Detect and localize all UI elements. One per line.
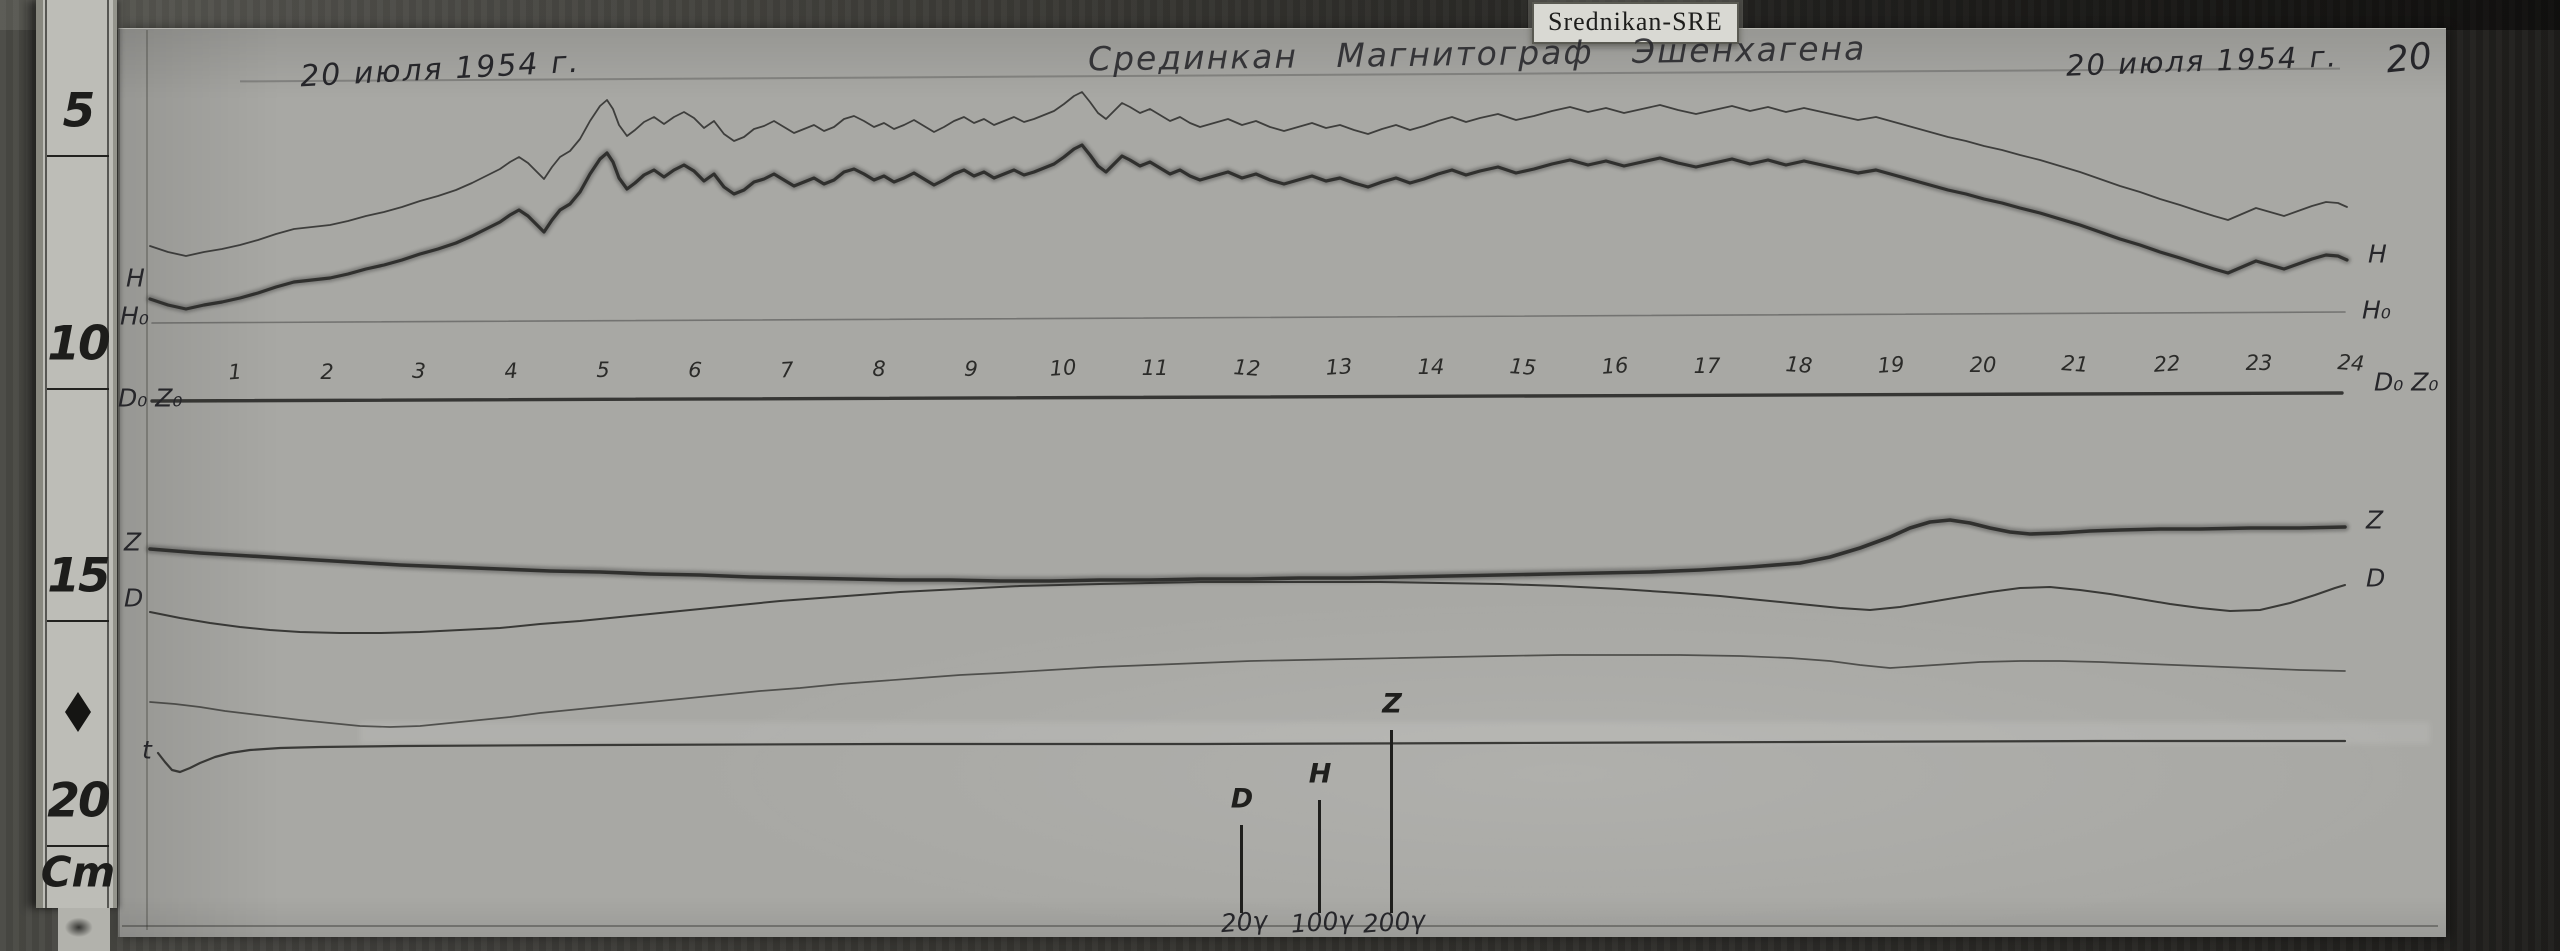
scale-bar-value-H: 100γ (1289, 905, 1355, 939)
photographic-ruler: Cm 5 10 15 20 (36, 0, 117, 908)
ruler-number-20: 20 (47, 773, 110, 829)
trace-label-right-D: D (2366, 563, 2386, 593)
trace-t-baseline (156, 739, 2347, 774)
archive-station-label: Srednikan-SRE (1532, 2, 1739, 44)
scale-bar-value-D: 20γ (1219, 905, 1269, 939)
handwritten-page-number: 20 (2383, 35, 2434, 82)
overexposure-band (360, 722, 2430, 744)
hour-label-8: 8 (872, 357, 886, 382)
hour-label-16: 16 (1600, 353, 1630, 380)
ruler-edge-line (45, 0, 47, 908)
scale-bar-letter-D: D (1230, 783, 1254, 815)
scale-bar-letter-H: H (1308, 758, 1332, 790)
trace-upper-thin-trace (149, 91, 2348, 257)
ruler-number-5: 5 (62, 83, 96, 139)
trace-H0-baseline (151, 311, 2346, 324)
trace-Z-trace (148, 518, 2347, 583)
trace-label-right-Z: Z (2366, 505, 2384, 535)
ruler-number-10: 10 (47, 316, 110, 372)
trace-H-trace (148, 143, 2349, 311)
ruler-tick-20 (47, 845, 109, 847)
scale-bar-D (1240, 825, 1243, 913)
hour-label-19: 19 (1876, 352, 1906, 378)
hour-label-14: 14 (1417, 354, 1445, 379)
hour-label-24: 24 (2336, 350, 2366, 376)
trace-label-left-t: t (142, 735, 152, 765)
trace-H-trace (146, 141, 2351, 313)
ruler-number-15: 15 (47, 548, 110, 604)
hour-label-7: 7 (779, 357, 795, 383)
hour-label-4: 4 (503, 358, 519, 384)
hour-label-23: 23 (2245, 351, 2273, 376)
trace-Z-trace (145, 515, 2350, 586)
ruler-edge-line (107, 0, 109, 908)
ruler-end-tab (58, 908, 110, 951)
scale-bar-letter-Z: Z (1382, 688, 1402, 720)
trace-auxiliary-thin-trace (149, 654, 2346, 728)
trace-label-left-DZ: D₀ Z₀ (118, 383, 183, 413)
trace-label-left-H: H (126, 263, 145, 293)
trace-label-left-H: H₀ (120, 301, 149, 331)
trace-label-left-D: D (124, 583, 144, 613)
trace-D-trace (149, 581, 2346, 634)
diamond-marker-icon (65, 692, 91, 732)
hour-label-9: 9 (963, 356, 979, 382)
hour-label-17: 17 (1693, 353, 1721, 378)
trace-label-left-Z: Z (124, 527, 142, 557)
scale-bar-value-Z: 200γ (1361, 905, 1427, 939)
ruler-tick-5 (47, 155, 109, 157)
hour-label-6: 6 (687, 357, 703, 383)
hour-label-11: 11 (1141, 356, 1169, 381)
hour-label-15: 15 (1508, 353, 1538, 380)
ruler-tick-10 (47, 388, 109, 390)
ruler-tick-15 (47, 620, 109, 622)
hour-label-3: 3 (411, 358, 427, 384)
trace-label-right-DZ: D₀ Z₀ (2374, 367, 2439, 397)
ruler-unit-label: Cm (40, 847, 116, 897)
hour-label-1: 1 (227, 359, 243, 385)
hour-label-13: 13 (1324, 354, 1354, 381)
hour-label-12: 12 (1232, 354, 1262, 381)
trace-time-axis-D0-Z0 (150, 391, 2344, 403)
scale-bar-H (1318, 800, 1321, 913)
paper-margin-line (146, 30, 148, 930)
hour-label-21: 21 (2060, 351, 2090, 378)
hour-label-20: 20 (1969, 352, 1997, 377)
trace-label-right-H: H (2368, 239, 2387, 269)
hour-label-10: 10 (1048, 355, 1078, 382)
hour-label-22: 22 (2152, 350, 2182, 377)
hour-label-2: 2 (320, 359, 334, 384)
scale-bar-Z (1390, 730, 1393, 913)
trace-label-right-H: H₀ (2362, 295, 2391, 325)
paper-bottom-edge-line (122, 925, 2438, 927)
hour-label-18: 18 (1784, 352, 1814, 379)
hour-label-5: 5 (596, 358, 610, 383)
